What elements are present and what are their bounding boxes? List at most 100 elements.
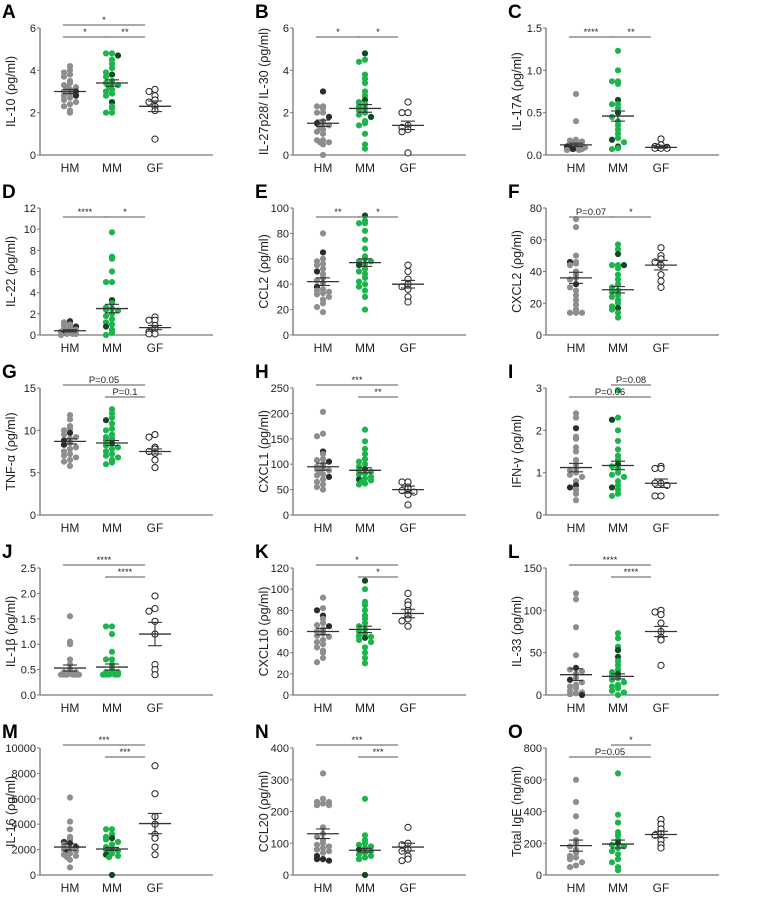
data-point-mm [108, 826, 116, 833]
data-point-mm [355, 220, 363, 227]
data-point-mm [608, 136, 616, 143]
data-point-hm [325, 458, 333, 465]
data-point-gf [657, 610, 665, 619]
data-point-mm [102, 278, 110, 286]
data-point-gf [398, 128, 406, 136]
data-point-mm [608, 145, 616, 153]
y-tick-label: 60 [277, 254, 289, 266]
data-point-hm [313, 841, 321, 848]
data-point-hm [66, 71, 74, 78]
data-point-mm [361, 660, 369, 667]
data-point-mm [608, 848, 616, 855]
x-tick-label: GF [400, 701, 417, 715]
x-tick-label: MM [102, 341, 122, 355]
data-point-mm [361, 871, 369, 879]
data-point-mm [361, 634, 369, 641]
data-point-hm [319, 594, 327, 601]
data-point-mm [111, 671, 119, 678]
y-axis-label: CXCL1 (ρg/ml) [257, 410, 271, 493]
panel-letter: J [2, 542, 13, 563]
data-point-hm [572, 414, 580, 421]
data-point-mm [361, 274, 369, 281]
data-point-mm [614, 300, 622, 307]
data-point-mm [361, 120, 369, 127]
data-point-mm [102, 826, 110, 833]
data-point-mm [114, 52, 122, 59]
data-point-hm [313, 483, 321, 491]
data-point-mm [102, 417, 110, 424]
x-tick-label: MM [355, 161, 375, 175]
data-point-mm [361, 56, 369, 63]
significance-label: ** [334, 207, 342, 218]
data-point-mm [614, 856, 622, 863]
data-point-hm [66, 613, 74, 620]
data-point-hm [566, 676, 574, 683]
data-point-hm [69, 330, 77, 338]
data-point-hm [572, 854, 580, 861]
data-point-hm [66, 445, 74, 453]
data-point-mm [608, 471, 616, 478]
data-point-hm [313, 457, 321, 464]
data-point-mm [614, 271, 622, 278]
data-point-mm [102, 73, 110, 80]
data-point-mm [361, 79, 369, 87]
data-point-hm [325, 843, 333, 850]
data-point-mm [102, 656, 110, 663]
data-point-gf [651, 464, 659, 473]
y-tick-label: 0 [536, 690, 542, 702]
data-point-mm [361, 306, 369, 313]
data-point-gf [651, 258, 659, 266]
panel-letter: O [508, 722, 523, 743]
data-point-hm [572, 296, 580, 304]
data-point-hm [566, 863, 574, 871]
y-tick-label: 15 [24, 383, 36, 395]
data-point-gf [657, 277, 665, 285]
panel-k: K 0 20 40 60 80 100 120 HM MM GF CXCL10 (ρg/ml) * * [255, 542, 466, 715]
data-point-mm [361, 145, 369, 152]
data-point-mm [108, 278, 116, 286]
y-tick-label: 0 [536, 870, 542, 882]
data-point-hm [66, 456, 74, 464]
significance-label: *** [351, 375, 362, 386]
data-point-hm [313, 644, 321, 651]
data-point-gf [151, 605, 159, 613]
data-point-mm [614, 47, 622, 54]
data-point-hm [572, 624, 580, 631]
x-tick-label: HM [61, 881, 80, 895]
data-point-hm [319, 141, 327, 148]
data-point-mm [614, 414, 622, 421]
x-tick-label: HM [61, 341, 80, 355]
panel-letter: K [255, 542, 269, 563]
data-point-mm [114, 454, 122, 461]
data-point-hm [572, 90, 580, 98]
y-tick-label: 80 [277, 605, 289, 617]
y-tick-label: 1.0 [21, 639, 36, 651]
data-point-hm [72, 852, 80, 860]
y-tick-label: 12 [24, 203, 36, 215]
data-point-mm [355, 481, 363, 488]
data-point-mm [361, 450, 369, 458]
data-point-hm [566, 843, 574, 850]
data-point-hm [313, 128, 321, 135]
significance-label: *** [98, 735, 109, 746]
y-tick-label: 6 [30, 267, 36, 279]
x-tick-label: HM [567, 701, 586, 715]
data-point-mm [620, 139, 628, 146]
data-point-hm [60, 441, 68, 448]
data-point-mm [108, 65, 116, 72]
x-tick-label: HM [61, 161, 80, 175]
y-tick-label: 60 [530, 235, 542, 247]
data-point-hm [72, 92, 80, 99]
y-tick-label: 2 [30, 309, 36, 321]
data-point-mm [108, 425, 116, 432]
data-point-mm [102, 461, 110, 468]
data-point-mm [614, 80, 622, 87]
data-point-mm [108, 50, 116, 57]
data-point-mm [361, 644, 369, 651]
data-point-mm [614, 819, 622, 826]
data-point-mm [108, 321, 116, 328]
data-point-mm [608, 484, 616, 491]
data-point-gf [151, 456, 159, 464]
data-point-mm [102, 109, 110, 116]
